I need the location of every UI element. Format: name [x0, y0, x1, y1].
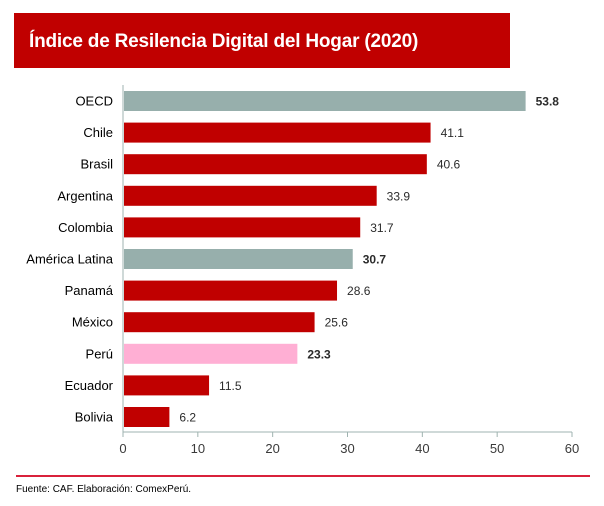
bar-6	[124, 280, 338, 301]
category-label-1: Chile	[83, 125, 113, 140]
x-tick-label-6: 60	[565, 441, 579, 456]
bar-9	[124, 375, 210, 396]
x-tick-label-2: 20	[265, 441, 279, 456]
bar-7	[124, 312, 315, 333]
data-label-8: 23.3	[307, 347, 331, 361]
category-label-6: Panamá	[65, 283, 114, 298]
bar-3	[124, 185, 377, 206]
category-label-8: Perú	[86, 346, 113, 361]
category-label-2: Brasil	[80, 157, 113, 172]
x-tick-label-4: 40	[415, 441, 429, 456]
x-tick-label-1: 10	[191, 441, 205, 456]
category-label-5: América Latina	[26, 252, 113, 267]
category-label-10: Bolivia	[75, 410, 114, 425]
footer-divider	[16, 475, 590, 477]
chart-title: Índice de Resilencia Digital del Hogar (…	[29, 31, 419, 52]
data-label-4: 31.7	[370, 221, 394, 235]
x-tick-label-5: 50	[490, 441, 504, 456]
data-label-10: 6.2	[179, 411, 196, 425]
bar-0	[124, 91, 526, 111]
category-label-9: Ecuador	[65, 378, 114, 393]
x-tick-label-0: 0	[119, 441, 126, 456]
category-label-7: México	[72, 315, 113, 330]
bar-8	[124, 343, 298, 364]
data-label-5: 30.7	[363, 253, 387, 267]
category-label-3: Argentina	[57, 188, 113, 203]
data-label-1: 41.1	[441, 126, 465, 140]
category-label-4: Colombia	[58, 220, 114, 235]
x-tick-label-3: 30	[340, 441, 354, 456]
data-label-6: 28.6	[347, 284, 371, 298]
source-note: Fuente: CAF. Elaboración: ComexPerú.	[16, 484, 192, 495]
title-banner: Índice de Resilencia Digital del Hogar (…	[14, 13, 510, 68]
bar-2	[124, 154, 427, 175]
data-label-9: 11.5	[219, 379, 242, 393]
data-label-3: 33.9	[387, 189, 411, 203]
bar-10	[124, 407, 170, 427]
data-label-0: 53.8	[536, 95, 560, 109]
bar-1	[124, 122, 431, 143]
data-label-2: 40.6	[437, 158, 461, 172]
bar-4	[124, 217, 361, 238]
category-label-0: OECD	[75, 94, 113, 109]
data-label-7: 25.6	[325, 316, 349, 330]
bar-5	[124, 249, 353, 269]
